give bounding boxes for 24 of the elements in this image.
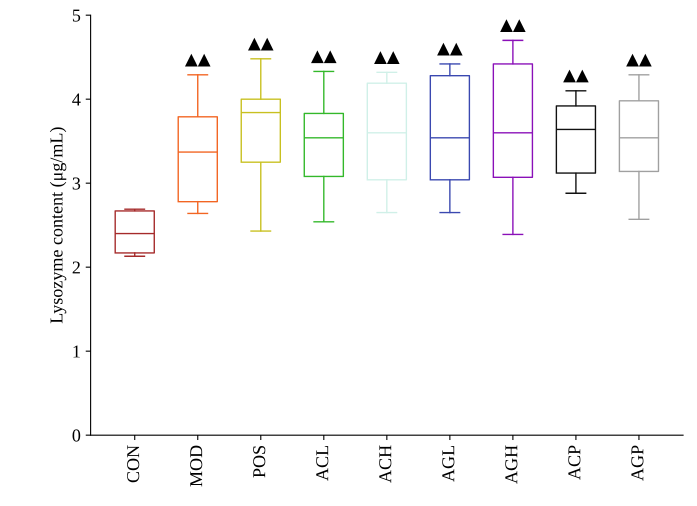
annotation: ▲▲ bbox=[311, 50, 337, 64]
annotation: ▲▲ bbox=[374, 51, 400, 64]
annotation: ▲▲ bbox=[626, 54, 652, 66]
x-tick-label: AGP bbox=[631, 446, 644, 481]
annotation: ▲▲ bbox=[248, 38, 274, 50]
x-tick-label: ACP bbox=[568, 446, 580, 480]
annotation: ▲▲ bbox=[500, 19, 526, 32]
y-tick-label: 0 bbox=[72, 429, 80, 442]
x-tick-label: ACH bbox=[379, 445, 392, 483]
x-tick-label: POS bbox=[253, 446, 266, 478]
y-tick-label: 4 bbox=[72, 94, 81, 106]
y-tick-label: 2 bbox=[72, 261, 80, 274]
x-tick-label: CON bbox=[127, 445, 140, 482]
x-tick-label: AGL bbox=[442, 446, 454, 482]
x-tick-label: MOD bbox=[190, 446, 202, 486]
annotation: ▲▲ bbox=[563, 70, 589, 82]
y-tick-label: 5 bbox=[72, 10, 80, 22]
annotation: ▲▲ bbox=[437, 42, 463, 56]
x-tick-label: ACL bbox=[316, 446, 328, 481]
y-axis-title: Lysozyme content (μg/mL) bbox=[50, 127, 66, 324]
x-tick-label: AGH bbox=[505, 445, 518, 484]
y-tick-label: 1 bbox=[73, 346, 80, 358]
y-tick-label: 3 bbox=[72, 177, 80, 190]
annotation: ▲▲ bbox=[184, 54, 211, 66]
